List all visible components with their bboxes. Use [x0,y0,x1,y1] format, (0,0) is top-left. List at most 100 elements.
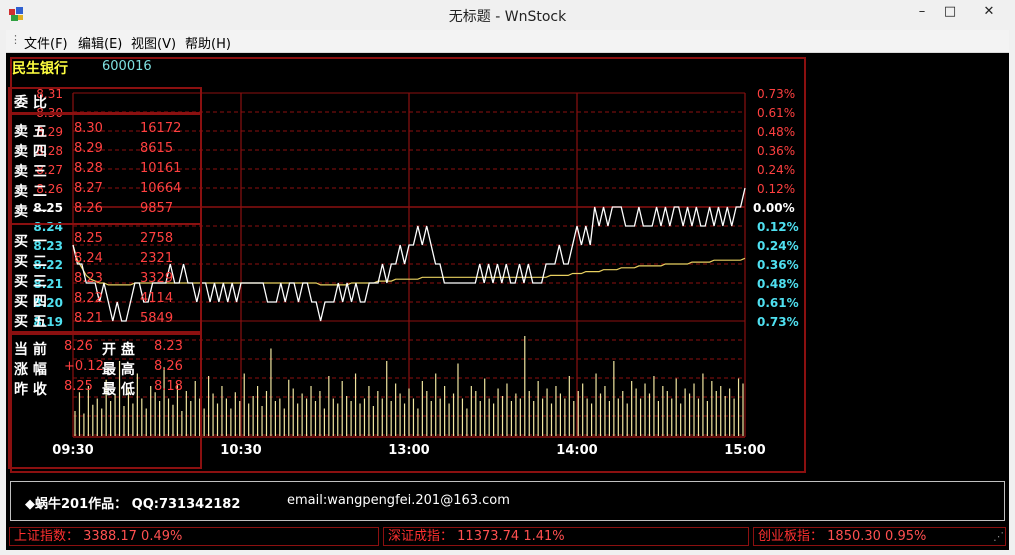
menu-bar: ⋮ 文件(F) 编辑(E) 视图(V) 帮助(H) [6,30,1009,53]
summary-v2: 8.26 [154,359,183,374]
average-price-line [72,244,746,286]
percent-tick-label: 0.00% [753,201,795,215]
summary-v1: 8.25 [64,379,93,394]
summary-v1: +0.12 [64,359,104,374]
ask-price: 8.28 [74,161,103,176]
summary-l2: 最 低 [102,382,135,398]
summary-l1: 昨 收 [14,382,47,398]
price-tick-label: 8.26 [36,182,63,196]
quote-panel: 民生银行 600016 委 比 卖 五 8.30 16172 卖 四 8.29 8615 卖… [6,53,203,469]
summary-l1: 当 前 [14,342,47,358]
bid-volume: 3329 [140,271,174,286]
email-text: email:wangpengfei.201@163.com [287,493,510,508]
bid-price: 8.22 [74,291,103,306]
ask-volume: 16172 [140,121,182,136]
percent-tick-label: 0.36% [757,144,795,158]
ask-price: 8.29 [74,141,103,156]
ask-label: 卖 二 [14,184,47,200]
ask-book: 卖 五 8.30 16172 卖 四 8.29 8615 卖 三 8.28 10161 卖 二 8.… [8,113,202,225]
bid-price: 8.25 [74,231,103,246]
time-tick-label: 14:00 [556,443,597,458]
weibi-box: 委 比 [8,87,202,114]
ask-volume: 8615 [140,141,174,156]
price-tick-label: 8.23 [33,239,63,253]
price-tick-label: 8.28 [36,144,63,158]
ask-price: 8.26 [74,201,103,216]
index-shanghai-name: 上证指数： [14,529,80,544]
percent-tick-label: 0.24% [757,239,799,253]
summary-l1: 涨 幅 [14,362,47,378]
intraday-chart: 8.31 8.30 8.29 8.28 8.27 8.26 8.25 8.24 8.23 8.22… [33,87,799,458]
bid-label: 买 五 [14,314,47,330]
index-shenzhen-value: 11373.74 1.41% [457,529,565,544]
price-tick-label: 8.25 [33,201,63,215]
percent-tick-label: 0.48% [757,125,795,139]
summary-v2: 8.23 [154,339,183,354]
minimize-button[interactable]: – [918,4,926,19]
bid-label: 买 三 [14,274,47,290]
bid-volume: 2758 [140,231,174,246]
window-title: 无标题 - WnStock [448,9,567,25]
menu-grip-icon: ⋮ [10,33,21,46]
bid-price: 8.24 [74,251,103,266]
ask-label: 卖 五 [14,124,47,140]
ask-volume: 9857 [140,201,174,216]
price-line [72,187,746,322]
bid-price: 8.23 [74,271,103,286]
menu-view[interactable]: 视图(V) [131,37,177,52]
ask-volume: 10161 [140,161,182,176]
time-tick-label: 13:00 [388,443,429,458]
weibi-label: 委 比 [14,95,47,111]
time-tick-label: 10:30 [220,443,261,458]
percent-tick-label: 0.61% [757,106,795,120]
title-bar: 无标题 - WnStock – □ ✕ [0,0,1015,30]
bid-label: 买 四 [14,294,47,310]
menu-edit[interactable]: 编辑(E) [78,37,123,52]
price-tick-label: 8.22 [33,258,63,272]
percent-tick-label: 0.24% [757,163,795,177]
menu-help[interactable]: 帮助(H) [185,37,231,52]
time-tick-label: 15:00 [724,443,765,458]
price-tick-label: 8.29 [36,125,63,139]
index-shenzhen: 深证成指： 11373.74 1.41% [383,527,749,546]
ask-label: 卖 四 [14,144,47,160]
index-chinext-name: 创业板指： [758,529,824,544]
index-chinext-value: 1850.30 0.95% [827,529,927,544]
bid-label: 买 一 [14,234,47,250]
bid-volume: 2321 [140,251,174,266]
app-icon [9,7,23,21]
resize-grip-icon[interactable]: ⋰ [993,530,1004,543]
ask-label: 卖 一 [14,204,47,220]
ask-label: 卖 三 [14,164,47,180]
intraday-chart-panel: 8.31 8.30 8.29 8.28 8.27 8.26 8.25 8.24 8.23 8.22… [10,57,806,473]
bid-volume: 5849 [140,311,174,326]
ask-volume: 10664 [140,181,182,196]
menu-file[interactable]: 文件(F) [24,37,68,52]
bid-price: 8.21 [74,311,103,326]
index-shanghai: 上证指数： 3388.17 0.49% [9,527,379,546]
percent-tick-label: 0.61% [757,296,799,310]
percent-tick-label: 0.73% [757,87,795,101]
index-shanghai-value: 3388.17 0.49% [83,529,183,544]
bid-label: 买 二 [14,254,47,270]
summary-v2: 8.18 [154,379,183,394]
percent-tick-label: 0.12% [757,182,795,196]
price-tick-label: 8.21 [33,277,63,291]
stock-code: 600016 [102,59,152,74]
main-client-area: 8.31 8.30 8.29 8.28 8.27 8.26 8.25 8.24 8.23 8.22… [6,53,1009,550]
bid-volume: 4114 [140,291,174,306]
bid-book: 买 一 8.25 2758 买 二 8.24 2321 买 三 8.23 3329 买 四 8.22… [8,223,202,333]
stock-name: 民生银行 [12,61,68,77]
summary-v1: 8.26 [64,339,93,354]
index-chinext: 创业板指： 1850.30 0.95% [753,527,1006,546]
maximize-button[interactable]: □ [943,4,957,19]
price-tick-label: 8.31 [36,87,63,101]
price-tick-label: 8.20 [33,296,63,310]
percent-tick-label: 0.73% [757,315,799,329]
summary-l2: 最 高 [102,362,135,378]
author-text: ◆蜗牛201作品： QQ:731342182 [25,497,241,512]
time-tick-label: 09:30 [52,443,93,458]
close-button[interactable]: ✕ [983,4,995,19]
percent-tick-label: 0.12% [757,220,799,234]
index-shenzhen-name: 深证成指： [388,529,454,544]
